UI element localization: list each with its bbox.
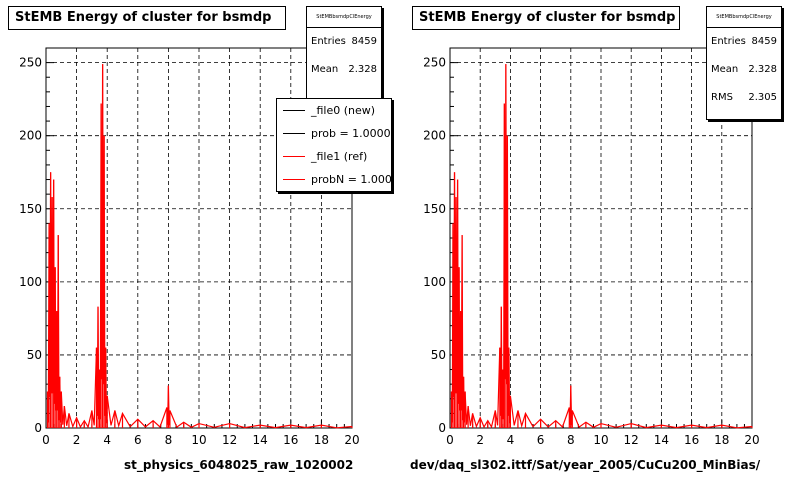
right-x-tick-label: 12	[624, 433, 639, 447]
left-x-axis-label: st_physics_6048025_raw_1020002	[124, 458, 354, 472]
left-y-tick-label: 200	[19, 129, 42, 143]
left-x-tick-label: 6	[134, 433, 142, 447]
legend-line-icon	[283, 156, 305, 157]
right-x-axis-label: dev/daq_sl302.ittf/Sat/year_2005/CuCu200…	[410, 458, 761, 472]
legend-entry-file1: _file1 (ref)	[277, 145, 391, 168]
legend-label: _file0 (new)	[311, 104, 376, 117]
left-stats-entries-value: 8459	[351, 36, 377, 47]
legend-entry-probn: probN = 1.000000	[277, 168, 391, 191]
right-y-tick-label: 200	[423, 129, 446, 143]
left-chart-title: StEMB Energy of cluster for bsmdp	[8, 6, 286, 30]
left-x-tick-label: 2	[73, 433, 81, 447]
left-y-tick-label: 0	[34, 421, 42, 435]
right-x-tick-label: 6	[537, 433, 545, 447]
right-x-tick-label: 4	[507, 433, 515, 447]
left-stats-row-entries: Entries 8459	[307, 28, 381, 56]
left-stats-box: StEMBbsmdpClEnergy Entries 8459 Mean 2.3…	[306, 6, 382, 104]
right-y-tick-label: 50	[431, 348, 446, 362]
left-y-tick-label: 50	[27, 348, 42, 362]
right-stats-mean-value: 2.328	[748, 64, 777, 75]
left-x-tick-label: 14	[253, 433, 268, 447]
left-x-tick-label: 20	[344, 433, 359, 447]
left-x-tick-label: 12	[222, 433, 237, 447]
right-x-tick-label: 2	[476, 433, 484, 447]
right-y-tick-label: 250	[423, 56, 446, 70]
right-x-tick-label: 18	[714, 433, 729, 447]
left-y-tick-label: 150	[19, 202, 42, 216]
left-x-tick-label: 10	[191, 433, 206, 447]
left-x-tick-label: 18	[314, 433, 329, 447]
right-stats-name: StEMBbsmdpClEnergy	[707, 7, 781, 28]
legend-line-icon	[283, 179, 305, 180]
legend-label: probN = 1.000000	[311, 173, 392, 186]
left-stats-row-mean: Mean 2.328	[307, 56, 381, 84]
legend-entry-prob: prob = 1.000000	[277, 122, 391, 145]
left-legend: _file0 (new) prob = 1.000000 _file1 (ref…	[276, 98, 392, 192]
right-stats-row-rms: RMS 2.305	[707, 84, 781, 112]
right-stats-row-mean: Mean 2.328	[707, 56, 781, 84]
right-chart-title: StEMB Energy of cluster for bsmdp	[412, 6, 680, 30]
right-stats-row-entries: Entries 8459	[707, 28, 781, 56]
left-y-tick-label: 100	[19, 275, 42, 289]
right-stats-rms-value: 2.305	[748, 92, 777, 103]
left-stats-mean-value: 2.328	[348, 64, 377, 75]
left-x-tick-label: 8	[165, 433, 173, 447]
left-stats-mean-label: Mean	[311, 64, 339, 75]
right-stats-entries-value: 8459	[751, 36, 777, 47]
left-x-tick-label: 4	[103, 433, 111, 447]
right-y-tick-label: 100	[423, 275, 446, 289]
legend-line-icon	[283, 133, 305, 134]
right-x-tick-label: 16	[684, 433, 699, 447]
right-stats-mean-label: Mean	[711, 64, 739, 75]
left-stats-name: StEMBbsmdpClEnergy	[307, 7, 381, 28]
left-y-tick-label: 250	[19, 56, 42, 70]
right-x-tick-label: 14	[654, 433, 669, 447]
left-x-tick-label: 0	[42, 433, 50, 447]
legend-label: _file1 (ref)	[311, 150, 368, 163]
legend-entry-file0: _file0 (new)	[277, 99, 391, 122]
right-stats-rms-label: RMS	[711, 92, 733, 103]
right-x-tick-label: 10	[593, 433, 608, 447]
right-stats-box: StEMBbsmdpClEnergy Entries 8459 Mean 2.3…	[706, 6, 782, 120]
right-y-tick-label: 0	[438, 421, 446, 435]
legend-line-icon	[283, 110, 305, 111]
left-x-tick-label: 16	[283, 433, 298, 447]
right-x-tick-label: 20	[744, 433, 759, 447]
right-stats-entries-label: Entries	[711, 36, 746, 47]
right-x-tick-label: 8	[567, 433, 575, 447]
right-x-tick-label: 0	[446, 433, 454, 447]
left-stats-entries-label: Entries	[311, 36, 346, 47]
right-y-tick-label: 150	[423, 202, 446, 216]
legend-label: prob = 1.000000	[311, 127, 391, 140]
